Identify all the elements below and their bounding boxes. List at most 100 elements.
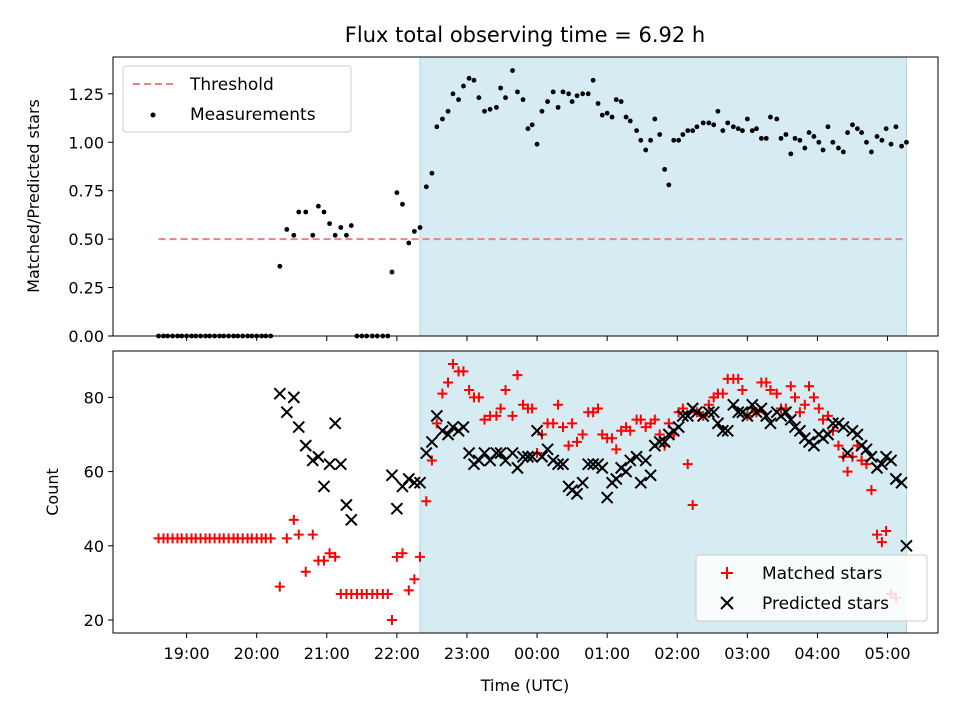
predicted-legend-swatch [720, 596, 734, 610]
matched-star-point [382, 589, 393, 600]
measurement-point [893, 124, 899, 130]
measurement-point [806, 130, 812, 135]
matched-star-point [808, 392, 819, 403]
measurement-point [429, 170, 435, 176]
predicted-star-point [390, 502, 404, 515]
predicted-star-point [323, 457, 336, 471]
measurement-point [788, 151, 794, 157]
predicted-star-point [306, 454, 319, 467]
top-y-tick-label: 0.25 [68, 279, 104, 298]
predicted-star-point [430, 409, 444, 423]
predicted-star-point [865, 450, 878, 463]
measurement-point [720, 128, 726, 134]
top-y-axis-label: Matched/Predicted stars [24, 99, 43, 293]
predicted-star-point [425, 435, 439, 449]
measurement-point [394, 190, 400, 196]
bottom-x-tick-label: 05:00 [864, 644, 910, 663]
measurement-point [277, 263, 283, 269]
measurement-point [525, 126, 531, 132]
predicted-star-point [280, 406, 294, 419]
matched-star-point [324, 548, 335, 559]
predicted-star-point [478, 446, 491, 460]
measurement-point [604, 110, 610, 116]
matched-star-point [473, 392, 484, 403]
matched-star-point [799, 399, 810, 410]
measurement-point [711, 122, 717, 128]
measurement-point [338, 225, 344, 230]
measurement-point [754, 126, 759, 132]
predicted-star-point [900, 539, 913, 553]
measurement-point [680, 132, 686, 137]
measurement-point [291, 232, 297, 238]
measurement-point [706, 120, 712, 126]
measurement-point [574, 93, 580, 99]
predicted-star-point [586, 457, 600, 471]
predicted-star-point [732, 406, 745, 419]
measurement-point [763, 135, 769, 141]
matched-star-point [318, 555, 329, 566]
matched-star-point [607, 433, 618, 444]
predicted-star-point [755, 402, 768, 415]
measurement-point [671, 137, 677, 143]
top-y-tick-label: 1.25 [68, 85, 104, 104]
predicted-star-point [716, 424, 730, 437]
matched-star-point [553, 399, 564, 410]
matched-star-point [567, 418, 578, 429]
measurement-point [836, 145, 841, 151]
matched-star-point [577, 429, 588, 440]
bottom-panel: 20 40 60 80 19:00 20:00 21:00 22:00 23:00 00:00 0… [43, 351, 939, 695]
bottom-y-axis-label: Count [43, 468, 62, 516]
bottom-x-tick-label: 19:00 [164, 644, 210, 663]
predicted-star-point [535, 450, 549, 463]
predicted-legend-marker [720, 596, 734, 610]
matched-star-point [687, 499, 698, 510]
matched-star-point [876, 537, 887, 548]
measurement-point [595, 101, 601, 106]
predicted-star-point [690, 406, 704, 419]
matched-star-point [265, 533, 276, 544]
bottom-y-tick-label: 40 [84, 537, 104, 556]
predicted-star-point [826, 417, 840, 430]
predicted-star-point [619, 465, 633, 478]
top-x-ticks [186, 336, 889, 341]
matched-star-point [386, 615, 397, 626]
threshold-legend-label: Threshold [189, 75, 274, 95]
predicted-star-point [634, 476, 648, 489]
measurement-point [348, 223, 354, 228]
measurement-point [315, 203, 321, 209]
matched-star-point [558, 422, 568, 433]
measurement-point [585, 91, 591, 97]
measurement-point [816, 139, 822, 145]
measurement-point [735, 126, 741, 132]
measurement-point [869, 149, 874, 155]
bottom-y-tick-label: 20 [84, 611, 104, 630]
predicted-star-point [702, 406, 716, 419]
predicted-star-point [506, 446, 519, 460]
measurement-point [461, 83, 466, 89]
matched-star-point [421, 496, 432, 507]
matched-star-point [761, 377, 772, 388]
predicted-star-point [292, 420, 305, 434]
matched-star-point [426, 455, 437, 466]
measurement-point [744, 116, 750, 122]
predicted-star-point [436, 424, 449, 437]
measurements-legend-label: Measurements [190, 105, 316, 125]
measurement-point [694, 124, 700, 130]
predicted-star-point [889, 472, 903, 486]
measurement-point [666, 182, 672, 188]
measurement-point [534, 141, 540, 147]
measurement-point [864, 139, 869, 145]
measurement-point [904, 139, 909, 145]
matched-star-point [415, 551, 426, 562]
top-legend: Threshold Measurements [122, 65, 352, 133]
predicted-star-point [741, 409, 754, 423]
matched-star-point [293, 529, 304, 540]
measurement-point [792, 135, 798, 141]
bottom-marks [154, 359, 913, 626]
predicted-star-point [760, 409, 773, 423]
predicted-star-point [576, 476, 589, 489]
top-y-tick-label: 1.00 [68, 133, 104, 152]
bottom-x-tick-label: 21:00 [304, 644, 350, 663]
top-axes-frame [112, 56, 939, 337]
measurement-point [715, 108, 721, 114]
